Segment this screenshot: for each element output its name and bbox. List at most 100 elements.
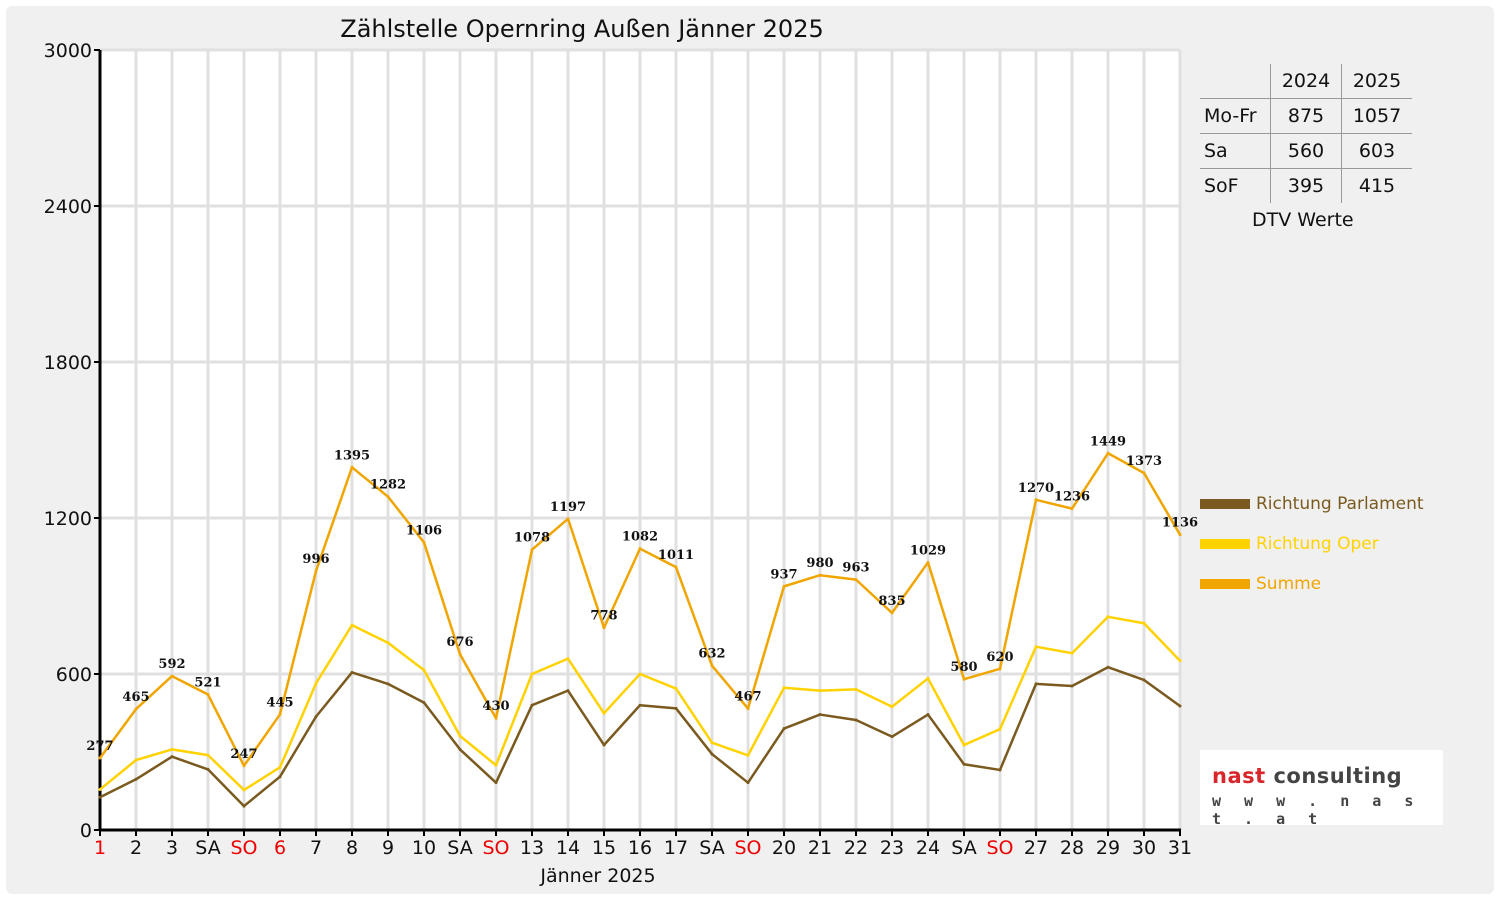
data-point (854, 687, 858, 691)
data-label: 835 (878, 594, 905, 609)
data-point (962, 743, 966, 747)
data-label: 632 (698, 647, 725, 662)
data-label: 1270 (1018, 481, 1054, 496)
x-tick-label: SA (447, 837, 472, 859)
data-label: 1197 (550, 500, 586, 515)
data-label: 778 (590, 609, 617, 624)
data-point (1106, 451, 1110, 455)
data-point (494, 716, 498, 720)
legend-swatch (1200, 539, 1250, 549)
data-point (818, 689, 822, 693)
x-tick-label: 20 (772, 837, 796, 859)
data-point (458, 734, 462, 738)
legend-swatch (1200, 499, 1250, 509)
y-tick-label: 2400 (44, 196, 92, 218)
dtv-table: 2024 2025 Mo-Fr 875 1057 Sa 560 603 SoF … (1200, 64, 1412, 203)
dtv-header-2025: 2025 (1341, 64, 1412, 99)
dtv-caption: DTV Werte (1252, 209, 1354, 231)
data-point (350, 670, 354, 674)
data-point (782, 727, 786, 731)
data-point (98, 756, 102, 760)
dtv-row-label: Sa (1200, 133, 1271, 169)
data-label: 1136 (1162, 516, 1198, 531)
data-point (998, 727, 1002, 731)
logo-text-dark: consulting (1265, 764, 1403, 788)
data-label: 1106 (406, 523, 442, 538)
data-point (242, 788, 246, 792)
data-label: 580 (950, 660, 977, 675)
data-label: 1029 (910, 543, 946, 558)
data-label: 1236 (1054, 490, 1090, 505)
x-tick-label: SA (195, 837, 220, 859)
data-point (1106, 665, 1110, 669)
data-point (350, 623, 354, 627)
x-tick-label: 22 (844, 837, 868, 859)
data-point (134, 777, 138, 781)
legend-label: Richtung Oper (1256, 534, 1379, 554)
data-label: 1282 (370, 478, 406, 493)
chart-title: Zählstelle Opernring Außen Jänner 2025 (340, 15, 824, 43)
data-point (890, 705, 894, 709)
x-tick-label: 1 (94, 837, 106, 859)
y-tick-label: 1800 (44, 352, 92, 374)
x-tick-label: 17 (664, 837, 688, 859)
legend-item-oper: Richtung Oper (1200, 534, 1379, 554)
data-point (890, 611, 894, 615)
data-point (854, 718, 858, 722)
x-tick-label: 15 (592, 837, 616, 859)
x-tick-label: 23 (880, 837, 904, 859)
data-point (278, 712, 282, 716)
data-point (1142, 678, 1146, 682)
legend-label: Richtung Parlament (1256, 494, 1424, 514)
data-point (998, 768, 1002, 772)
data-point (566, 517, 570, 521)
data-point (422, 701, 426, 705)
x-tick-label: 13 (520, 837, 544, 859)
logo-text-red: nast (1212, 764, 1266, 788)
data-point (1034, 498, 1038, 502)
x-tick-label: 14 (556, 837, 580, 859)
data-label: 430 (482, 699, 509, 714)
x-tick-label: SO (734, 837, 761, 859)
nast-consulting-logo: nast consulting w w w . n a s t . a t (1200, 750, 1443, 828)
data-point (1034, 645, 1038, 649)
data-point (170, 747, 174, 751)
data-label: 980 (806, 556, 833, 571)
data-point (242, 764, 246, 768)
data-point (638, 547, 642, 551)
data-label: 1082 (622, 530, 658, 545)
data-point (962, 762, 966, 766)
dtv-header-blank (1200, 64, 1271, 99)
dtv-row-label: SoF (1204, 175, 1239, 197)
data-point (746, 753, 750, 757)
data-point (674, 687, 678, 691)
x-tick-label: 28 (1060, 837, 1084, 859)
data-point (98, 787, 102, 791)
legend-swatch (1200, 579, 1250, 589)
data-point (818, 713, 822, 717)
x-tick-label: 27 (1024, 837, 1048, 859)
data-label: 1078 (514, 531, 550, 546)
data-point (926, 713, 930, 717)
data-point (602, 743, 606, 747)
legend-item-summe: Summe (1200, 574, 1321, 594)
data-label: 467 (734, 690, 761, 705)
data-point (170, 755, 174, 759)
data-point (890, 735, 894, 739)
data-point (530, 548, 534, 552)
data-point (98, 795, 102, 799)
data-point (1106, 615, 1110, 619)
y-tick-label: 0 (80, 820, 92, 842)
data-label: 963 (842, 561, 869, 576)
x-tick-label: 8 (346, 837, 358, 859)
x-tick-label: SO (986, 837, 1013, 859)
dtv-cell: 395 (1270, 168, 1342, 203)
data-label: 996 (302, 552, 329, 567)
data-label: 676 (446, 635, 473, 650)
dtv-row-label: Mo-Fr (1200, 98, 1271, 134)
x-tick-label: 29 (1096, 837, 1120, 859)
x-tick-label: 7 (310, 837, 322, 859)
y-tick-label: 3000 (44, 40, 92, 62)
data-point (638, 703, 642, 707)
